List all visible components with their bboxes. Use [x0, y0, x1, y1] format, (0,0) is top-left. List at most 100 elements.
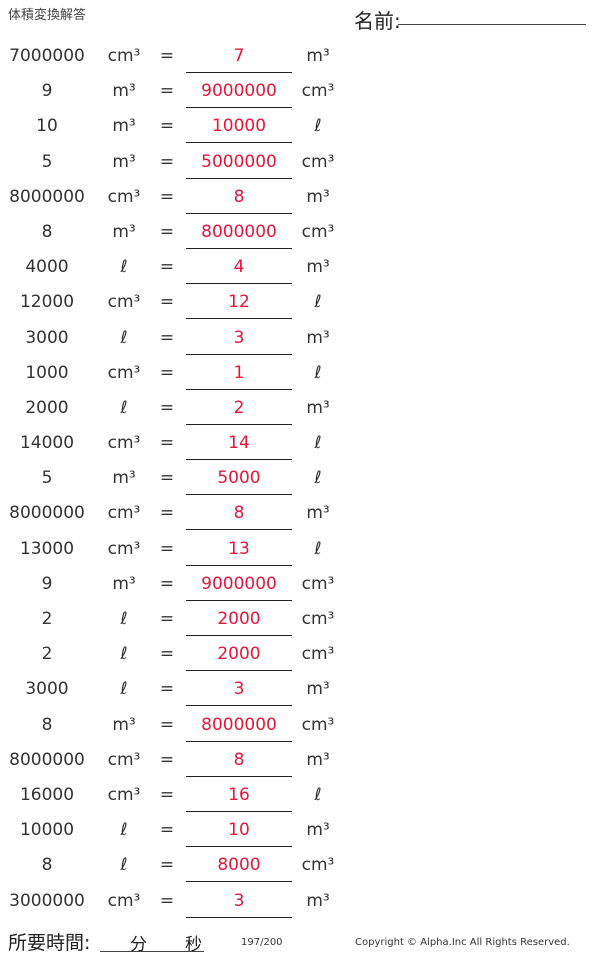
problem-row: 3000 ℓ = 3 m³ [0, 673, 600, 708]
from-unit: ℓ [120, 644, 128, 665]
problem-value: 2000 [25, 397, 69, 418]
from-unit: cm³ [107, 186, 141, 207]
to-unit: m³ [306, 820, 330, 841]
problem-row: 9 m³ = 9000000 cm³ [0, 75, 600, 110]
to-unit: cm³ [301, 644, 335, 665]
answer-value: 3 [233, 679, 245, 700]
equals-sign: = [159, 433, 175, 454]
from-unit: m³ [112, 151, 136, 172]
problem-value: 3000 [25, 679, 69, 700]
equals-sign: = [159, 397, 175, 418]
name-label: 名前: [354, 9, 401, 33]
equals-sign: = [159, 327, 175, 348]
answer-line [186, 177, 292, 179]
to-unit: m³ [306, 397, 330, 418]
problem-row: 2000 ℓ = 2 m³ [0, 392, 600, 427]
worksheet-title: 体積変換解答 [8, 8, 87, 23]
problem-value: 3000 [25, 327, 69, 348]
to-unit: cm³ [301, 714, 335, 735]
problem-value: 8 [41, 221, 53, 242]
problem-row: 5 m³ = 5000000 cm³ [0, 146, 600, 181]
from-unit: ℓ [120, 679, 128, 700]
from-unit: ℓ [120, 609, 128, 629]
equals-sign: = [159, 503, 175, 524]
answer-line [186, 494, 292, 496]
answer-value: 10000 [211, 116, 267, 137]
answer-line [186, 142, 292, 144]
from-unit: cm³ [107, 292, 141, 313]
from-unit: cm³ [107, 433, 141, 454]
answer-line [186, 283, 292, 285]
time-taken-label: 所要時間: [8, 932, 91, 954]
problem-list: 7000000 cm³ = 7 m³ 9 m³ = 9000000 cm³ 10 m³ = 10000 ℓ 5… [0, 40, 600, 920]
answer-line [186, 423, 292, 425]
from-unit: cm³ [107, 890, 141, 911]
answer-value: 8000000 [201, 714, 277, 735]
equals-sign: = [159, 890, 175, 911]
problem-row: 2 ℓ = 2000 cm³ [0, 603, 600, 638]
answer-value: 13 [228, 538, 250, 559]
seconds-label: 秒 [185, 935, 202, 955]
page-number: 197/200 [241, 937, 283, 948]
problem-value: 9 [41, 81, 53, 102]
problem-value: 5 [41, 468, 53, 489]
answer-value: 2 [233, 397, 245, 418]
problem-value: 8 [41, 855, 53, 876]
problem-row: 10000 ℓ = 10 m³ [0, 814, 600, 849]
answer-value: 8 [233, 503, 245, 524]
equals-sign: = [159, 538, 175, 559]
answer-line [186, 107, 292, 109]
answer-line [186, 705, 292, 707]
problem-value: 10 [36, 116, 58, 137]
equals-sign: = [159, 292, 175, 313]
problem-row: 13000 cm³ = 13 ℓ [0, 533, 600, 568]
equals-sign: = [159, 186, 175, 207]
problem-row: 8000000 cm³ = 8 m³ [0, 497, 600, 532]
to-unit: cm³ [301, 609, 335, 629]
from-unit: m³ [112, 468, 136, 489]
to-unit: cm³ [301, 151, 335, 172]
to-unit: m³ [306, 257, 330, 278]
to-unit: cm³ [301, 81, 335, 102]
answer-line [186, 916, 292, 918]
problem-value: 13000 [19, 538, 75, 559]
to-unit: ℓ [314, 116, 322, 137]
problem-row: 8 m³ = 8000000 cm³ [0, 709, 600, 744]
problem-row: 5 m³ = 5000 ℓ [0, 462, 600, 497]
problem-row: 3000000 cm³ = 3 m³ [0, 885, 600, 920]
problem-value: 8000000 [9, 503, 85, 524]
to-unit: m³ [306, 186, 330, 207]
from-unit: ℓ [120, 257, 128, 278]
from-unit: ℓ [120, 855, 128, 876]
problem-row: 8 ℓ = 8000 cm³ [0, 849, 600, 884]
from-unit: m³ [112, 221, 136, 242]
problem-value: 5 [41, 151, 53, 172]
problem-row: 8000000 cm³ = 8 m³ [0, 744, 600, 779]
answer-line [186, 810, 292, 812]
name-write-line [398, 24, 586, 25]
answer-value: 8 [233, 749, 245, 770]
to-unit: ℓ [314, 292, 322, 313]
equals-sign: = [159, 46, 175, 66]
equals-sign: = [159, 116, 175, 137]
problem-value: 8000000 [9, 186, 85, 207]
to-unit: m³ [306, 679, 330, 700]
answer-line [186, 247, 292, 249]
problem-row: 16000 cm³ = 16 ℓ [0, 779, 600, 814]
equals-sign: = [159, 362, 175, 383]
problem-row: 2 ℓ = 2000 cm³ [0, 638, 600, 673]
answer-line [186, 635, 292, 636]
equals-sign: = [159, 221, 175, 242]
answer-value: 10 [228, 820, 250, 841]
from-unit: cm³ [107, 46, 141, 66]
to-unit: ℓ [314, 538, 322, 559]
problem-value: 8000000 [9, 749, 85, 770]
equals-sign: = [159, 749, 175, 770]
from-unit: ℓ [120, 820, 128, 841]
to-unit: m³ [306, 890, 330, 911]
answer-value: 4 [233, 257, 245, 278]
answer-value: 8000 [217, 855, 261, 876]
answer-value: 5000000 [201, 151, 277, 172]
problem-value: 7000000 [9, 46, 85, 66]
time-write-line [100, 951, 204, 952]
